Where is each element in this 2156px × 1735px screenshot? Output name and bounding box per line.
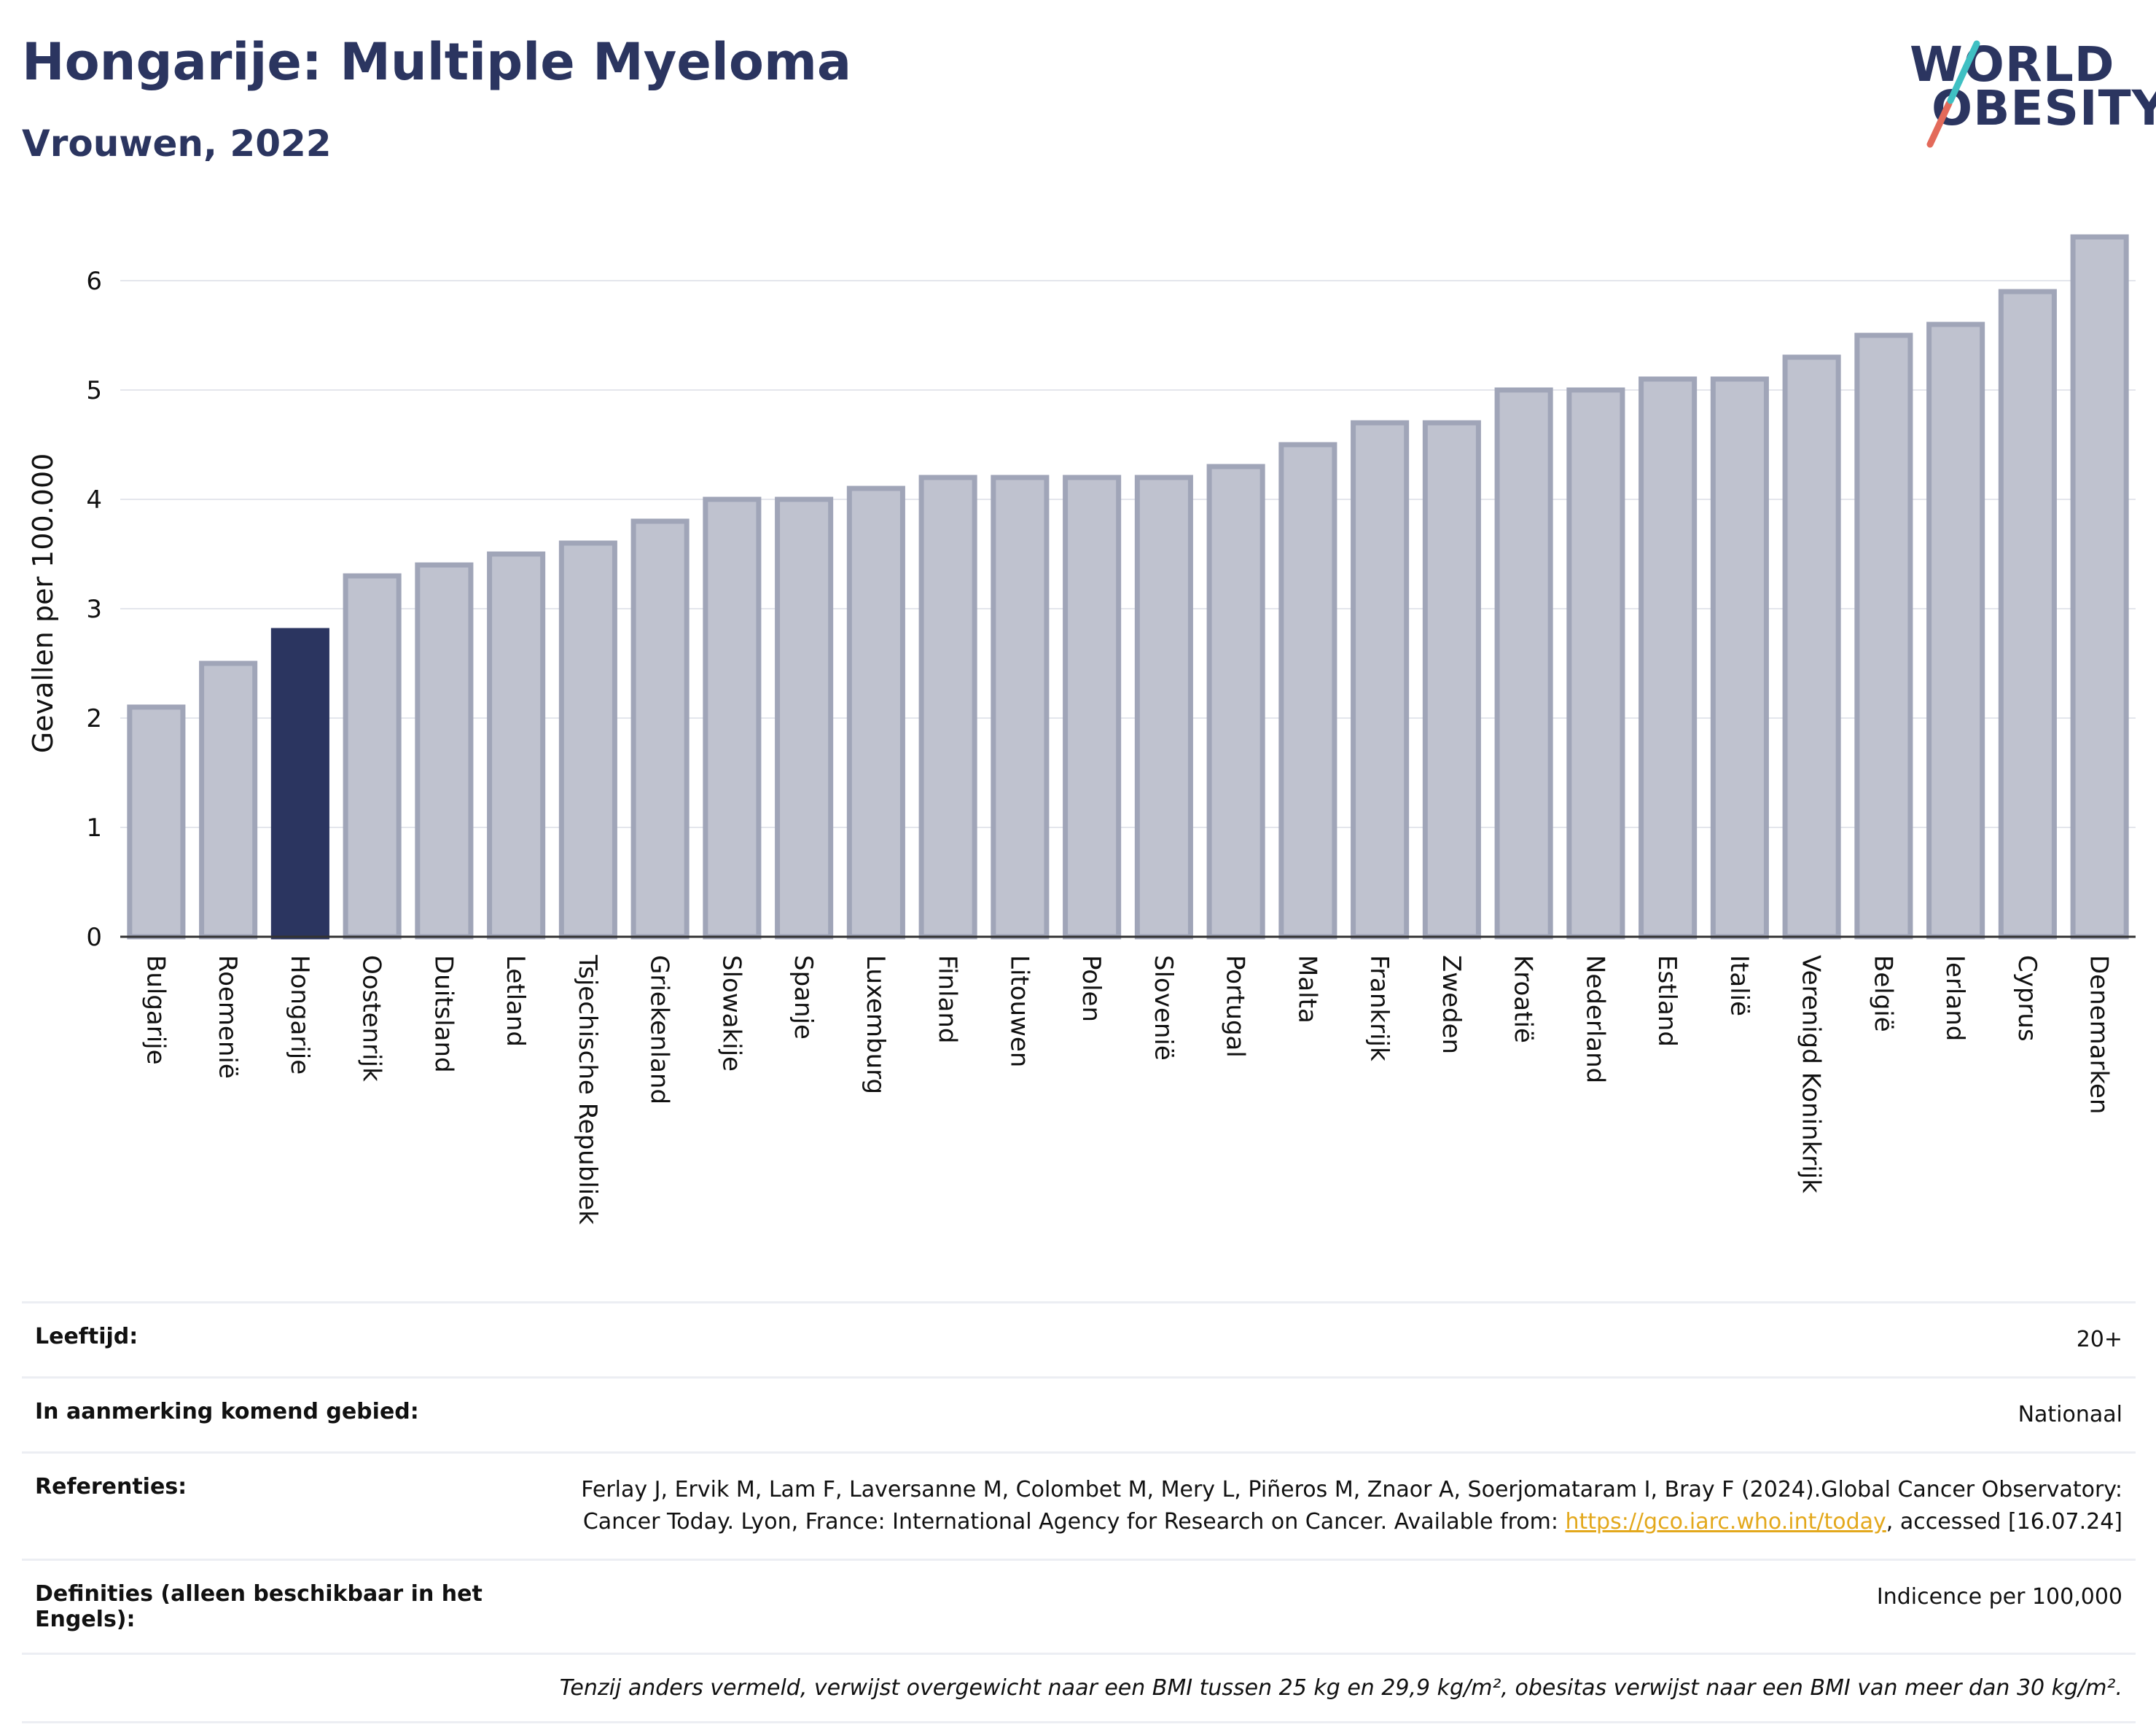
references-value: Ferlay J, Ervik M, Lam F, Laversanne M, …: [519, 1474, 2122, 1538]
age-label: Leeftijd:: [35, 1324, 138, 1349]
bar-oostenrijk: [343, 573, 402, 940]
y-tick-label: 1: [86, 814, 102, 843]
x-tick-label: Polen: [1077, 955, 1106, 1022]
x-labels: Bulgarije Roemenië Hongarije Oostenrijk Duit…: [141, 954, 2113, 1225]
area-value: Nationaal: [2018, 1402, 2122, 1427]
x-tick-label: Duitsland: [429, 955, 458, 1073]
x-tick-label: Slovenië: [1149, 955, 1178, 1061]
bar-kroati-: [1494, 387, 1553, 940]
x-tick-label: Kroatië: [1509, 955, 1538, 1043]
footnote: Tenzij anders vermeld, verwijst overgewi…: [559, 1675, 2122, 1701]
bar-letland: [487, 551, 546, 940]
references-label: Referenties:: [35, 1474, 187, 1500]
bar-sloveni-: [1134, 475, 1193, 940]
y-tick-label: 5: [86, 376, 102, 405]
x-tick-label: Oostenrijk: [357, 955, 386, 1082]
bar-litouwen: [991, 475, 1050, 940]
page-subtitle: Vrouwen, 2022: [22, 122, 332, 165]
footnote-row: Tenzij anders vermeld, verwijst overgewi…: [22, 1653, 2136, 1723]
bars: [127, 234, 2129, 940]
x-tick-label: Luxemburg: [861, 955, 890, 1094]
x-tick-label: Letland: [501, 955, 530, 1047]
bar-portugal: [1206, 464, 1265, 940]
logo-text-obesity: OBESITY: [1932, 80, 2156, 136]
bar-belgi-: [1854, 332, 1913, 940]
x-tick-label: Ierland: [1940, 955, 1969, 1041]
bar-roemeni-: [199, 660, 258, 940]
y-tick-label: 6: [86, 267, 102, 296]
bar-duitsland: [415, 562, 474, 940]
references-accessed: , accessed [16.07.24]: [1886, 1509, 2122, 1535]
x-tick-label: Nederland: [1580, 955, 1609, 1083]
x-tick-label: Zweden: [1437, 955, 1466, 1054]
x-tick-label: Verenigd Koninkrijk: [1797, 955, 1826, 1193]
y-axis-label: Gevallen per 100.000: [27, 453, 59, 754]
x-tick-label: Italië: [1725, 955, 1754, 1016]
page-title: Hongarije: Multiple Myeloma: [22, 32, 852, 92]
x-tick-label: Denemarken: [2085, 955, 2114, 1114]
area-label: In aanmerking komend gebied:: [35, 1399, 419, 1424]
age-value: 20+: [2076, 1327, 2122, 1352]
bar-malta: [1278, 442, 1337, 940]
logo-slash-icon: [1926, 40, 1980, 148]
logo-text-world: WORLD: [1910, 36, 2115, 93]
x-tick-label: Frankrijk: [1364, 955, 1394, 1061]
x-tick-label: Malta: [1292, 955, 1321, 1024]
bar-zweden: [1422, 420, 1481, 940]
x-tick-label: België: [1868, 955, 1897, 1032]
bar-hongarije: [270, 628, 329, 940]
x-tick-label: Griekenland: [645, 955, 674, 1104]
references-link[interactable]: https://gco.iarc.who.int/today: [1565, 1509, 1886, 1535]
info-row-definitions: Definities (alleen beschikbaar in het En…: [22, 1559, 2136, 1653]
info-row-references: Referenties: Ferlay J, Ervik M, Lam F, L…: [22, 1451, 2136, 1559]
definitions-label: Definities (alleen beschikbaar in het En…: [35, 1581, 483, 1632]
bar-frankrijk: [1351, 420, 1410, 940]
x-tick-label: Bulgarije: [141, 955, 170, 1065]
y-tick-label: 4: [86, 486, 102, 515]
bar-griekenland: [630, 518, 690, 940]
bar-polen: [1063, 475, 1122, 940]
bar-slowakije: [703, 496, 762, 940]
bar-finland: [918, 475, 977, 940]
x-tick-label: Cyprus: [2012, 955, 2042, 1042]
info-row-area: In aanmerking komend gebied: Nationaal: [22, 1376, 2136, 1451]
x-tick-label: Tsjechische Republiek: [573, 954, 602, 1225]
x-tick-label: Estland: [1652, 955, 1682, 1047]
bar-tsjechische-republiek: [558, 540, 617, 940]
bar-bulgarije: [127, 704, 186, 940]
x-tick-label: Hongarije: [285, 955, 314, 1075]
bar-chart: 0 1 2 3 4 5 6 Bulgarije Roemenië Hongarije Oosten…: [27, 234, 2136, 1225]
y-tick-label: 3: [86, 595, 102, 624]
bar-denemarken: [2070, 234, 2129, 940]
world-obesity-logo: WORLD OBESITY: [1888, 36, 2156, 153]
bar-cyprus: [1998, 289, 2057, 940]
x-tick-label: Finland: [933, 955, 962, 1044]
definitions-value: Indicence per 100,000: [1876, 1584, 2122, 1610]
bar-nederland: [1566, 387, 1625, 940]
y-tick-label: 2: [86, 704, 102, 733]
bar-verenigd-koninkrijk: [1782, 354, 1841, 940]
bar-estland: [1639, 376, 1698, 940]
x-tick-label: Spanje: [789, 955, 818, 1040]
bar-itali-: [1710, 376, 1769, 940]
bar-ierland: [1926, 321, 1985, 940]
info-table: Leeftijd: 20+ In aanmerking komend gebie…: [22, 1301, 2136, 1723]
bar-spanje: [775, 496, 834, 940]
info-row-age: Leeftijd: 20+: [22, 1301, 2136, 1376]
x-tick-label: Portugal: [1221, 955, 1250, 1058]
x-tick-label: Roemenië: [213, 955, 242, 1079]
y-tick-label: 0: [86, 923, 102, 952]
bar-luxemburg: [846, 486, 905, 940]
x-tick-label: Litouwen: [1004, 955, 1034, 1067]
x-tick-label: Slowakije: [716, 955, 746, 1072]
y-ticks: 0 1 2 3 4 5 6: [86, 267, 102, 952]
references-text: Ferlay J, Ervik M, Lam F, Laversanne M, …: [581, 1477, 2122, 1535]
